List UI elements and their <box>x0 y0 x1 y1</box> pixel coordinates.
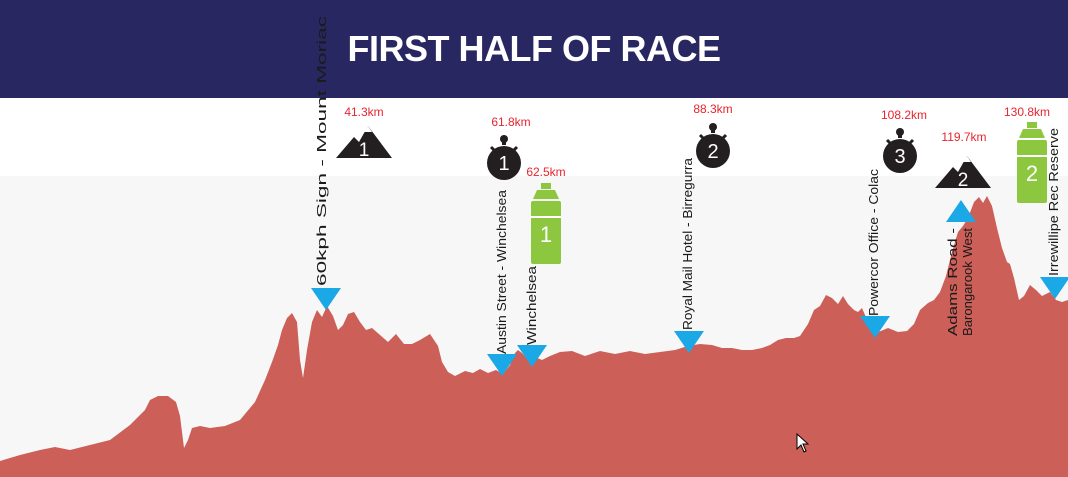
course-marker-triangle <box>487 354 517 376</box>
distance-label: 108.2km <box>881 108 927 122</box>
course-marker-triangle <box>1040 277 1068 299</box>
distance-label: 62.5km <box>526 165 565 179</box>
stopwatch-number: 2 <box>707 141 718 163</box>
location-label: Barongarook West <box>960 228 975 336</box>
distance-label: 61.8km <box>491 115 530 129</box>
location-label: Powercor Office - Colac <box>866 168 881 316</box>
location-label: Austin Street - Winchelsea <box>494 189 509 354</box>
distance-label: 119.7km <box>941 130 986 144</box>
course-marker-triangle <box>517 345 547 367</box>
mountain-number: 2 <box>958 170 969 191</box>
mountain-icon: 2 <box>935 156 991 191</box>
location-label: Adams Road - <box>945 228 960 336</box>
location-label: Royal Mail Hotel - Birregurra <box>680 157 695 330</box>
stopwatch-icon: 2 <box>696 123 730 168</box>
bottle-number: 1 <box>540 222 552 247</box>
course-marker-triangle <box>946 200 976 222</box>
stopwatch-number: 1 <box>498 153 509 175</box>
location-label: 60kph Sign - Mount Moriac <box>314 15 329 286</box>
bottle-icon: 2 <box>1017 122 1047 203</box>
course-marker-triangle <box>860 316 890 338</box>
page-title: FIRST HALF OF RACE <box>347 28 721 69</box>
distance-label: 130.8km <box>1004 105 1050 119</box>
location-label: Irrewillipe Rec Reserve <box>1046 128 1061 276</box>
bottle-icon: 1 <box>531 183 561 264</box>
stopwatch-number: 3 <box>894 146 905 168</box>
mouse-cursor-icon <box>796 433 810 453</box>
stopwatch-icon: 1 <box>487 135 521 180</box>
location-label: Winchelsea <box>524 265 539 345</box>
elevation-area <box>0 196 1068 477</box>
mountain-icon: 1 <box>336 126 392 161</box>
course-marker-triangle <box>311 288 341 310</box>
stopwatch-icon: 3 <box>883 128 917 173</box>
distance-label: 88.3km <box>693 102 732 116</box>
mountain-number: 1 <box>359 140 370 161</box>
course-marker-triangle <box>674 331 704 353</box>
bottle-number: 2 <box>1026 161 1038 186</box>
distance-label: 41.3km <box>344 105 383 119</box>
title-banner: FIRST HALF OF RACE <box>0 0 1068 98</box>
